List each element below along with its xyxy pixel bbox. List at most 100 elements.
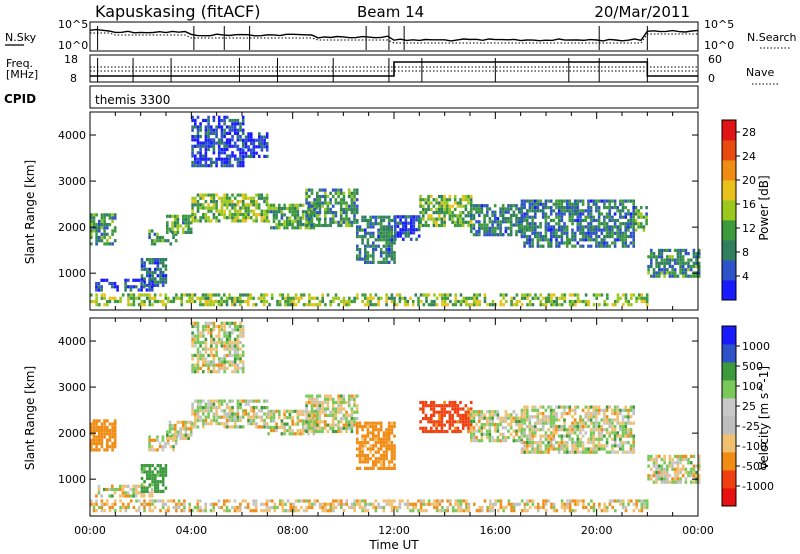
echo-cell <box>438 204 441 208</box>
echo-cell <box>478 210 481 214</box>
echo-cell <box>531 206 534 210</box>
echo-cell <box>313 502 316 506</box>
echo-cell <box>377 303 380 307</box>
echo-cell <box>265 216 269 220</box>
echo-cell <box>212 406 216 410</box>
echo-cell <box>557 212 561 216</box>
echo-cell <box>679 252 682 256</box>
echo-cell <box>560 434 564 438</box>
echo-cell <box>526 499 529 503</box>
echo-cell <box>196 415 200 419</box>
echo-cell <box>356 421 359 425</box>
echo-cell <box>390 235 394 239</box>
echo-cell <box>419 505 423 510</box>
echo-cell <box>557 441 561 445</box>
echo-cell <box>539 447 542 451</box>
echo-cell <box>254 502 258 506</box>
echo-cell <box>151 261 154 265</box>
echo-cell <box>315 419 318 423</box>
echo-cell <box>605 444 609 448</box>
echo-cell <box>536 447 540 451</box>
echo-cell <box>390 231 394 235</box>
echo-cell <box>196 144 200 148</box>
echo-cell <box>697 261 701 265</box>
echo-cell <box>606 296 609 300</box>
echo-cell <box>199 157 202 161</box>
echo-cell <box>372 257 375 261</box>
echo-cell <box>233 196 237 200</box>
echo-cell <box>291 409 294 413</box>
echo-cell <box>146 470 149 474</box>
echo-cell <box>347 394 351 398</box>
echo-cell <box>640 206 643 210</box>
echo-cell <box>217 299 221 304</box>
echo-cell <box>308 217 311 221</box>
echo-cell <box>494 499 497 503</box>
echo-cell <box>247 212 250 217</box>
echo-cell <box>220 341 224 345</box>
echo-cell <box>372 215 375 219</box>
echo-cell <box>244 151 248 155</box>
echo-cell <box>496 435 500 440</box>
echo-cell <box>679 268 682 272</box>
echo-cell <box>539 235 542 239</box>
echo-cell <box>100 226 104 230</box>
echo-cell <box>422 417 425 421</box>
echo-cell <box>345 214 348 218</box>
echo-cell <box>366 434 370 438</box>
echo-cell <box>196 151 200 155</box>
echo-cell <box>658 470 661 475</box>
echo-cell <box>225 131 229 135</box>
echo-cell <box>544 202 548 206</box>
echo-cell <box>342 217 346 221</box>
echo-cell <box>515 419 518 423</box>
echo-cell <box>666 255 669 259</box>
echo-cell <box>316 429 319 434</box>
echo-cell <box>146 267 149 271</box>
echo-cell <box>523 241 526 245</box>
echo-cell <box>331 188 335 192</box>
echo-cell <box>652 474 656 478</box>
echo-cell <box>571 238 574 242</box>
echo-cell <box>207 402 210 406</box>
echo-cell <box>233 216 237 220</box>
echo-cell <box>100 285 103 289</box>
echo-cell <box>534 222 537 226</box>
echo-cell <box>127 494 130 498</box>
echo-cell <box>249 296 253 300</box>
echo-cell <box>390 254 394 258</box>
echo-cell <box>544 303 548 307</box>
echo-cell <box>658 464 661 468</box>
echo-cell <box>272 203 276 207</box>
echo-cell <box>552 299 556 304</box>
echo-cell <box>307 432 310 436</box>
echo-cell <box>483 423 486 427</box>
echo-cell <box>587 206 590 210</box>
echo-cell <box>189 433 193 437</box>
echo-cell <box>305 426 308 430</box>
echo-cell <box>249 415 253 419</box>
echo-cell <box>632 244 635 248</box>
echo-cell <box>624 299 628 304</box>
echo-cell <box>177 505 181 510</box>
echo-cell <box>92 226 96 230</box>
echo-cell <box>372 444 375 448</box>
echo-cell <box>576 299 580 304</box>
echo-cell <box>252 499 255 503</box>
echo-cell <box>534 424 537 429</box>
echo-cell <box>480 429 484 433</box>
echo-cell <box>459 509 463 513</box>
echo-cell <box>308 410 311 414</box>
echo-cell <box>464 410 468 414</box>
echo-cell <box>372 431 375 435</box>
echo-cell <box>209 293 213 297</box>
echo-cell <box>605 212 609 216</box>
echo-cell <box>143 509 146 513</box>
echo-cell <box>658 274 661 278</box>
echo-cell <box>100 494 103 498</box>
echo-cell <box>168 427 172 431</box>
echo-cell <box>217 399 221 403</box>
echo-cell <box>536 418 540 422</box>
echo-cell <box>100 429 104 433</box>
